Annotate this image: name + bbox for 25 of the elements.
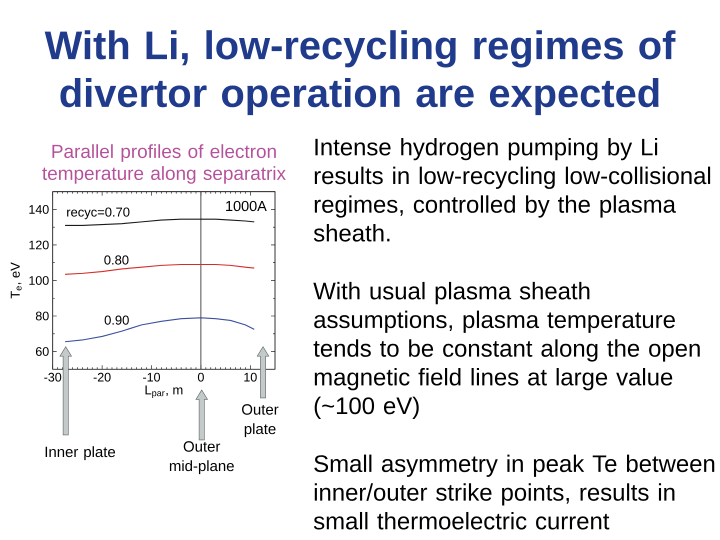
text: Outer mid-plane bbox=[170, 441, 234, 474]
x-tick-label: -20 bbox=[94, 372, 111, 382]
text: With usual plasma sheath assumptions, plasma temperature tends to be constant along the open magnetic field lines at large value (~100 eV) bbox=[313, 282, 700, 419]
text: With Li, low-recycling regimes of divertor operation are expected bbox=[44, 30, 676, 116]
text: Outer plate bbox=[242, 404, 278, 438]
text: Intense hydrogen pumping by Li results in low-recycling low-collisional regimes, controlled by the plasma sheath. bbox=[314, 138, 710, 242]
x-tick-label: -30 bbox=[44, 372, 62, 382]
line-series bbox=[64, 317, 255, 342]
x-tick-label: 10 bbox=[244, 372, 257, 382]
y-tick-label: 80 bbox=[36, 312, 49, 320]
chart-subtitle: Parallel profiles of electron temperature along separatrix bbox=[42, 144, 286, 184]
text: Small asymmetry in peak Te between inner/outer strike points, results in small thermoelectric current bbox=[314, 454, 714, 530]
y-tick-label: 60 bbox=[36, 347, 49, 356]
series-label: 0.90 bbox=[104, 316, 129, 325]
x-tick-label: -10 bbox=[143, 372, 160, 382]
y-tick-label: 140 bbox=[29, 205, 49, 214]
series-label: 0.80 bbox=[104, 255, 129, 265]
series-label: recyc=0.70 bbox=[67, 208, 130, 220]
x-axis-title: L$_{par}$, m bbox=[146, 385, 182, 398]
x-tick-label: 0 bbox=[198, 372, 204, 382]
text: Inner plate bbox=[46, 446, 116, 460]
y-tick-label: 100 bbox=[29, 276, 49, 285]
y-tick-label: 120 bbox=[29, 240, 49, 250]
y-axis-title: T$_{e}$, eV bbox=[10, 262, 22, 298]
annotation: 1000A bbox=[226, 200, 267, 212]
